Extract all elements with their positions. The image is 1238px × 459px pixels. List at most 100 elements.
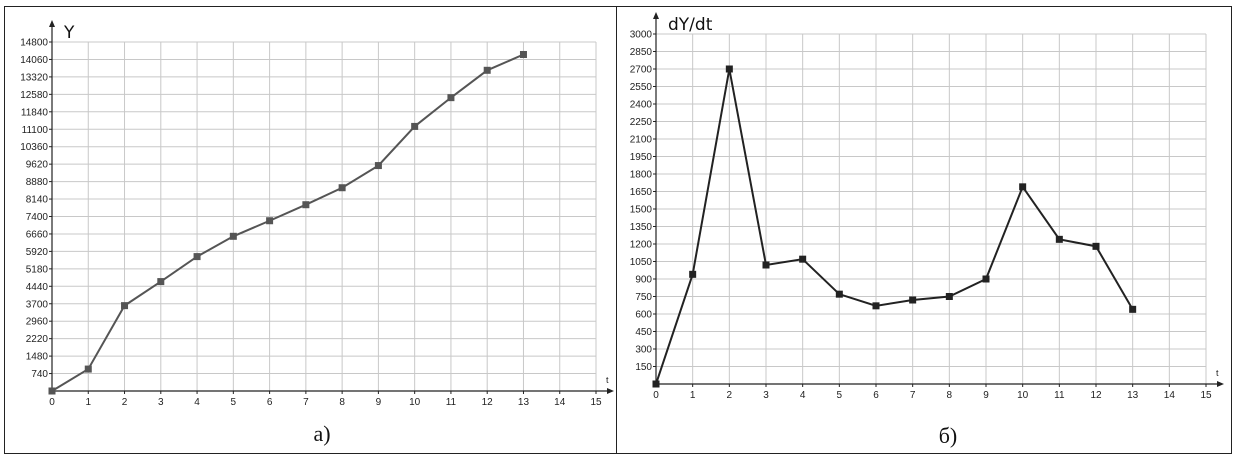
data-point bbox=[835, 290, 843, 298]
data-point bbox=[945, 293, 953, 300]
series-line bbox=[655, 68, 1134, 385]
x-tick-label: 10 bbox=[1017, 390, 1029, 401]
x-tick-label: 5 bbox=[837, 390, 843, 401]
y-tick-label: 2700 bbox=[630, 65, 653, 76]
y-tick-label: 900 bbox=[635, 275, 652, 286]
data-point bbox=[229, 232, 237, 240]
x-tick-label: 0 bbox=[49, 397, 55, 408]
data-point bbox=[519, 50, 527, 58]
y-tick-label: 2400 bbox=[630, 100, 653, 111]
data-point bbox=[447, 94, 455, 102]
x-tick-label: 14 bbox=[554, 397, 566, 408]
x-tick-label: 15 bbox=[1200, 390, 1212, 401]
x-tick-label: 9 bbox=[983, 390, 989, 401]
y-tick-label: 2220 bbox=[26, 334, 49, 345]
data-point bbox=[725, 65, 733, 73]
y-tick-label: 1500 bbox=[630, 205, 653, 216]
data-point bbox=[909, 296, 917, 304]
y-tick-label: 2550 bbox=[630, 82, 653, 93]
x-axis-label: t bbox=[606, 375, 609, 385]
y-tick-label: 150 bbox=[635, 362, 652, 373]
x-tick-label: 11 bbox=[1054, 390, 1065, 401]
y-tick-label: 11100 bbox=[22, 125, 49, 136]
y-axis-label: dY/dt bbox=[668, 15, 713, 35]
figure-frame bbox=[4, 6, 1232, 454]
y-tick-label: 3700 bbox=[26, 299, 49, 310]
y-tick-label: 2960 bbox=[26, 317, 49, 328]
y-tick-label: 4440 bbox=[26, 282, 49, 293]
data-point bbox=[1129, 305, 1137, 313]
x-tick-label: 4 bbox=[194, 397, 200, 408]
x-tick-label: 1 bbox=[85, 397, 91, 408]
data-point bbox=[193, 253, 201, 261]
data-point bbox=[762, 261, 770, 269]
y-tick-label: 2250 bbox=[630, 117, 653, 128]
y-tick-label: 8880 bbox=[26, 177, 49, 188]
series-line bbox=[51, 53, 524, 392]
y-tick-label: 1650 bbox=[630, 187, 653, 198]
y-axis-arrow bbox=[49, 20, 55, 27]
x-tick-label: 2 bbox=[727, 390, 733, 401]
y-tick-label: 14060 bbox=[20, 55, 48, 66]
data-point bbox=[374, 162, 382, 170]
data-point bbox=[1019, 183, 1027, 191]
y-tick-label: 1800 bbox=[630, 170, 653, 181]
x-tick-label: 11 bbox=[446, 397, 457, 408]
y-tick-label: 9620 bbox=[26, 160, 49, 171]
y-tick-label: 13320 bbox=[20, 72, 48, 83]
data-point bbox=[652, 380, 660, 388]
x-axis-arrow bbox=[607, 388, 614, 394]
x-tick-label: 1 bbox=[690, 390, 696, 401]
data-point bbox=[338, 184, 346, 192]
x-tick-label: 6 bbox=[267, 397, 273, 408]
y-tick-label: 3000 bbox=[630, 30, 653, 41]
y-tick-label: 14800 bbox=[20, 38, 48, 49]
x-tick-label: 7 bbox=[910, 390, 916, 401]
y-axis-arrow bbox=[653, 12, 659, 19]
x-tick-label: 6 bbox=[873, 390, 879, 401]
y-tick-label: 6660 bbox=[26, 229, 49, 240]
y-tick-label: 11840 bbox=[21, 107, 49, 118]
x-tick-label: 8 bbox=[947, 390, 953, 401]
x-tick-label: 14 bbox=[1164, 390, 1176, 401]
y-tick-label: 600 bbox=[635, 310, 652, 321]
x-tick-label: 15 bbox=[590, 397, 602, 408]
y-tick-label: 1200 bbox=[630, 240, 653, 251]
x-tick-label: 0 bbox=[653, 390, 659, 401]
x-tick-label: 4 bbox=[800, 390, 806, 401]
x-tick-label: 10 bbox=[409, 397, 421, 408]
x-tick-label: 13 bbox=[1127, 390, 1139, 401]
x-tick-label: 13 bbox=[518, 397, 530, 408]
y-tick-label: 1480 bbox=[26, 352, 49, 363]
x-tick-label: 12 bbox=[482, 397, 494, 408]
panel-divider bbox=[616, 6, 617, 454]
data-point bbox=[411, 122, 419, 130]
data-point bbox=[302, 201, 310, 209]
x-tick-label: 7 bbox=[303, 397, 309, 408]
data-point bbox=[48, 387, 56, 395]
y-tick-label: 1050 bbox=[630, 257, 653, 268]
y-tick-label: 10360 bbox=[20, 142, 48, 153]
panel-caption: б) bbox=[939, 423, 958, 448]
x-axis-label: t bbox=[1216, 368, 1219, 378]
y-tick-label: 2850 bbox=[630, 47, 653, 58]
y-tick-label: 300 bbox=[635, 345, 652, 356]
y-tick-label: 740 bbox=[31, 369, 48, 380]
y-tick-label: 1950 bbox=[630, 152, 653, 163]
data-point bbox=[84, 365, 92, 373]
x-tick-label: 3 bbox=[158, 397, 164, 408]
data-point bbox=[266, 217, 274, 225]
panel-caption: а) bbox=[313, 421, 330, 446]
data-point bbox=[689, 270, 697, 278]
x-axis-arrow bbox=[1217, 381, 1224, 387]
x-tick-label: 9 bbox=[376, 397, 382, 408]
y-tick-label: 1350 bbox=[630, 222, 653, 233]
y-tick-label: 450 bbox=[635, 327, 652, 338]
chart-a: 0 1 2 3 4 5 6 7 8 9 10 11 12 13 14 15740148022202960370… bbox=[20, 20, 614, 446]
x-tick-label: 2 bbox=[122, 397, 128, 408]
data-point bbox=[1055, 235, 1063, 243]
y-tick-label: 12580 bbox=[20, 90, 48, 101]
y-axis-label: Y bbox=[63, 23, 75, 43]
y-tick-label: 7400 bbox=[26, 212, 49, 223]
